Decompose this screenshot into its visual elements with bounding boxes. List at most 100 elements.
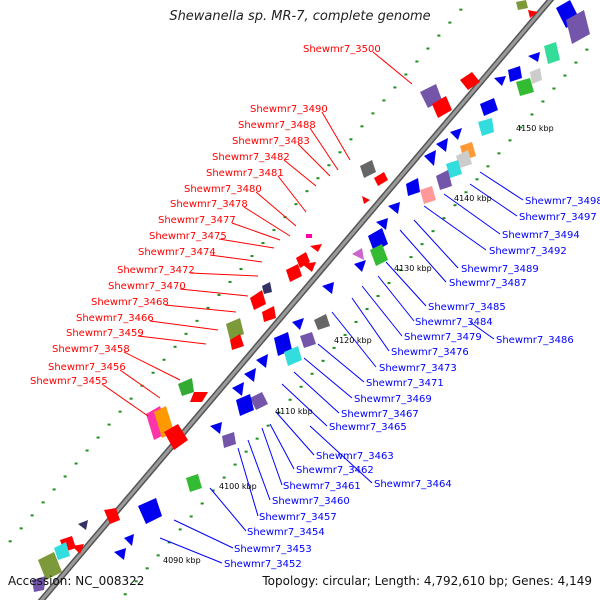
gene-feature[interactable] xyxy=(244,368,256,382)
gene-label[interactable]: Shewmr7_3457 xyxy=(259,512,337,523)
gene-feature[interactable] xyxy=(432,96,452,118)
gene-label[interactable]: Shewmr7_3456 xyxy=(48,362,126,373)
gene-feature[interactable] xyxy=(190,392,208,402)
gene-label[interactable]: Shewmr7_3500 xyxy=(303,44,381,55)
gene-feature[interactable] xyxy=(230,334,244,350)
gene-feature[interactable] xyxy=(286,264,302,282)
gene-label[interactable]: Shewmr7_3481 xyxy=(206,168,284,179)
gene-feature[interactable] xyxy=(370,244,388,266)
gene-label[interactable]: Shewmr7_3474 xyxy=(138,247,216,258)
gene-feature[interactable] xyxy=(138,498,162,524)
gene-feature[interactable] xyxy=(226,318,244,340)
gene-feature[interactable] xyxy=(178,378,194,396)
gene-feature[interactable] xyxy=(256,354,268,368)
gene-label[interactable]: Shewmr7_3462 xyxy=(296,465,374,476)
gene-feature[interactable] xyxy=(236,394,254,416)
gene-label[interactable]: Shewmr7_3490 xyxy=(250,104,328,115)
gene-feature[interactable] xyxy=(376,218,388,230)
gene-feature[interactable] xyxy=(460,72,480,90)
gene-label[interactable]: Shewmr7_3486 xyxy=(496,335,574,346)
gene-label[interactable]: Shewmr7_3492 xyxy=(489,246,567,257)
gene-feature[interactable] xyxy=(456,150,472,168)
gene-feature[interactable] xyxy=(310,244,322,252)
gene-feature[interactable] xyxy=(302,262,316,272)
gene-label[interactable]: Shewmr7_3477 xyxy=(158,215,236,226)
gene-feature[interactable] xyxy=(222,432,236,448)
gene-label[interactable]: Shewmr7_3467 xyxy=(341,409,419,420)
gene-label[interactable]: Shewmr7_3465 xyxy=(329,422,407,433)
gene-feature[interactable] xyxy=(164,424,188,450)
gene-label[interactable]: Shewmr7_3461 xyxy=(283,481,361,492)
gene-feature[interactable] xyxy=(420,186,436,204)
gene-feature[interactable] xyxy=(314,314,330,330)
gene-feature[interactable] xyxy=(284,346,302,366)
gene-label[interactable]: Shewmr7_3452 xyxy=(224,559,302,570)
gene-feature[interactable] xyxy=(72,544,84,554)
gene-label[interactable]: Shewmr7_3484 xyxy=(415,317,493,328)
gene-feature[interactable] xyxy=(300,332,316,348)
gene-label[interactable]: Shewmr7_3497 xyxy=(519,212,597,223)
gene-label[interactable]: Shewmr7_3470 xyxy=(108,281,186,292)
gene-feature[interactable] xyxy=(388,202,400,214)
gene-feature[interactable] xyxy=(274,332,292,356)
gene-label[interactable]: Shewmr7_3453 xyxy=(234,544,312,555)
gene-feature[interactable] xyxy=(186,474,202,492)
gene-feature[interactable] xyxy=(508,66,522,82)
gene-label[interactable]: Shewmr7_3460 xyxy=(272,496,350,507)
gene-feature[interactable] xyxy=(516,0,528,10)
gene-feature[interactable] xyxy=(566,10,590,44)
gene-label[interactable]: Shewmr7_3459 xyxy=(66,328,144,339)
gene-feature[interactable] xyxy=(528,52,540,62)
gene-label[interactable]: Shewmr7_3480 xyxy=(184,184,262,195)
gene-label[interactable]: Shewmr7_3473 xyxy=(379,363,457,374)
gene-feature[interactable] xyxy=(322,282,334,294)
gene-label[interactable]: Shewmr7_3468 xyxy=(91,297,169,308)
gene-feature[interactable] xyxy=(436,170,452,190)
gene-label[interactable]: Shewmr7_3476 xyxy=(391,347,469,358)
gene-feature[interactable] xyxy=(250,392,268,410)
gene-feature[interactable] xyxy=(368,228,388,252)
gene-label[interactable]: Shewmr7_3466 xyxy=(76,313,154,324)
gene-label[interactable]: Shewmr7_3498 xyxy=(525,196,600,207)
gene-label[interactable]: Shewmr7_3463 xyxy=(316,451,394,462)
gene-label[interactable]: Shewmr7_3494 xyxy=(502,230,580,241)
gene-feature[interactable] xyxy=(114,548,126,560)
gene-feature[interactable] xyxy=(354,260,366,272)
gene-feature[interactable] xyxy=(530,68,542,84)
gene-feature[interactable] xyxy=(424,150,436,166)
gene-label[interactable]: Shewmr7_3488 xyxy=(238,120,316,131)
gene-feature[interactable] xyxy=(292,318,304,330)
gene-feature[interactable] xyxy=(480,98,498,116)
gene-feature[interactable] xyxy=(124,534,134,546)
gene-feature[interactable] xyxy=(374,172,388,186)
gene-label[interactable]: Shewmr7_3469 xyxy=(354,394,432,405)
gene-feature[interactable] xyxy=(32,576,46,592)
gene-feature[interactable] xyxy=(262,282,272,294)
gene-feature[interactable] xyxy=(406,178,420,196)
gene-feature[interactable] xyxy=(544,42,560,64)
gene-label[interactable]: Shewmr7_3455 xyxy=(30,376,108,387)
gene-feature[interactable] xyxy=(78,520,88,530)
gene-label[interactable]: Shewmr7_3458 xyxy=(52,344,130,355)
gene-feature[interactable] xyxy=(360,160,376,178)
gene-feature[interactable] xyxy=(446,160,462,178)
gene-feature[interactable] xyxy=(516,78,534,96)
gene-feature[interactable] xyxy=(352,248,364,260)
gene-label[interactable]: Shewmr7_3485 xyxy=(428,302,506,313)
gene-label[interactable]: Shewmr7_3487 xyxy=(449,278,527,289)
gene-label[interactable]: Shewmr7_3454 xyxy=(247,527,325,538)
gene-label[interactable]: Shewmr7_3483 xyxy=(232,136,310,147)
gene-feature[interactable] xyxy=(362,196,370,204)
gene-label[interactable]: Shewmr7_3464 xyxy=(374,479,452,490)
gene-feature[interactable] xyxy=(436,138,448,152)
gene-label[interactable]: Shewmr7_3479 xyxy=(404,332,482,343)
gene-label[interactable]: Shewmr7_3478 xyxy=(170,199,248,210)
gene-feature[interactable] xyxy=(262,306,276,322)
gene-feature[interactable] xyxy=(478,118,494,136)
gene-feature[interactable] xyxy=(232,382,244,396)
gene-label[interactable]: Shewmr7_3475 xyxy=(149,231,227,242)
gene-feature[interactable] xyxy=(494,76,506,86)
gene-feature[interactable] xyxy=(306,234,312,238)
gene-feature[interactable] xyxy=(210,422,222,434)
gene-label[interactable]: Shewmr7_3482 xyxy=(212,152,290,163)
